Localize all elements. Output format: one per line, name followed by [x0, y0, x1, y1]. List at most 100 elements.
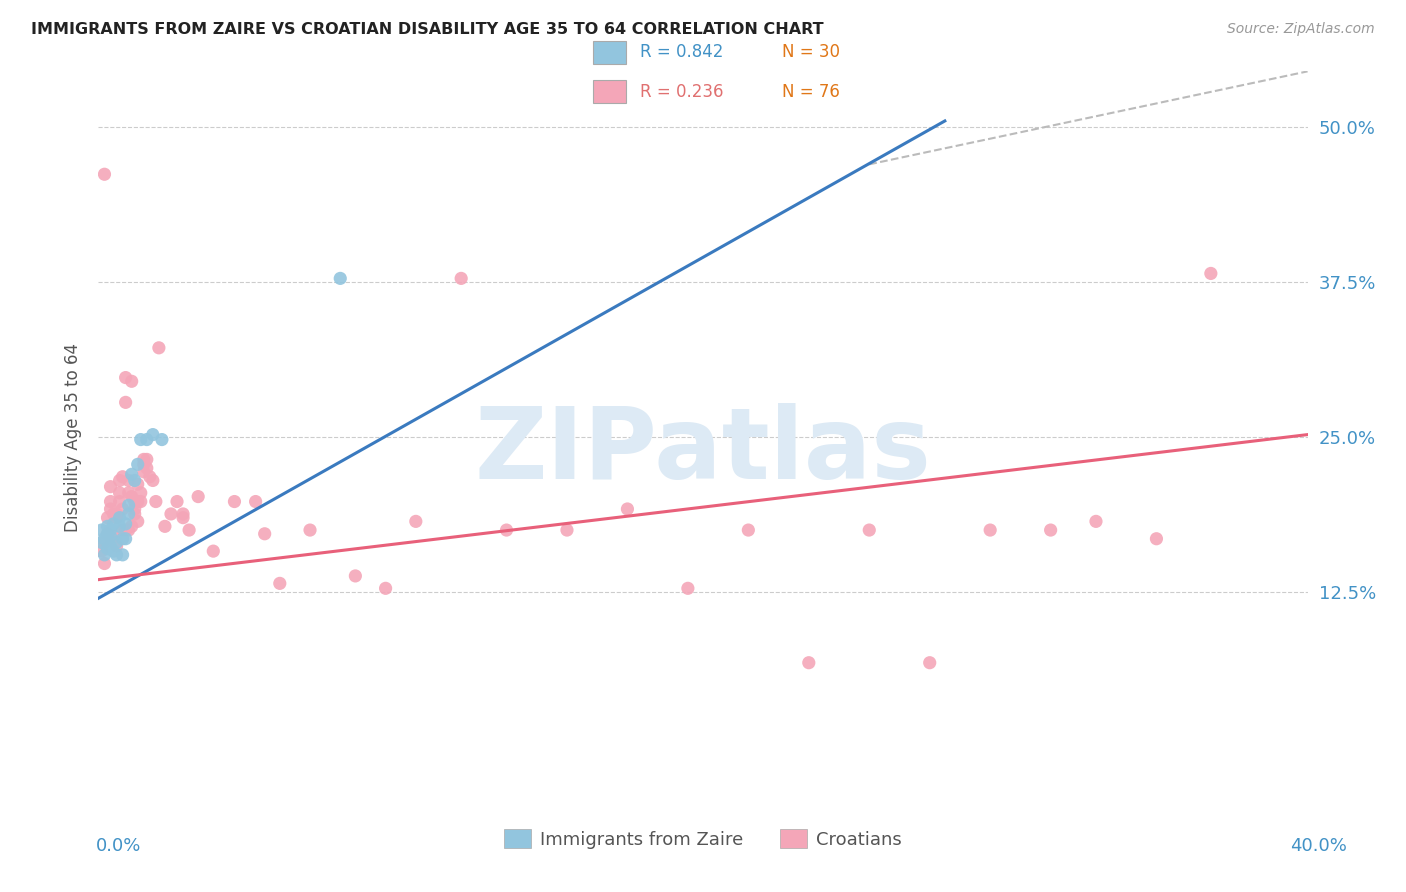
Point: [127, 494, 149, 508]
Point: [105, 548, 128, 562]
Point: [132, 452, 155, 467]
Point: [127, 458, 149, 472]
Point: [105, 507, 128, 521]
Point: [121, 490, 143, 504]
Point: [253, 526, 276, 541]
Point: [1199, 267, 1222, 281]
Point: [135, 433, 157, 447]
Point: [103, 529, 125, 543]
Text: R = 0.236: R = 0.236: [640, 83, 723, 101]
Point: [114, 532, 136, 546]
Point: [124, 494, 146, 508]
Point: [108, 494, 131, 508]
Point: [100, 494, 122, 508]
Point: [124, 474, 146, 488]
Point: [111, 523, 134, 537]
Point: [918, 656, 941, 670]
Point: [93, 167, 115, 181]
Point: [108, 486, 131, 500]
Point: [114, 516, 136, 531]
Point: [405, 515, 427, 529]
Point: [93, 557, 115, 571]
Point: [103, 544, 125, 558]
Point: [202, 544, 225, 558]
Point: [224, 494, 246, 508]
Text: 40.0%: 40.0%: [1291, 837, 1347, 855]
Point: [111, 532, 134, 546]
Point: [103, 516, 125, 531]
Point: [105, 535, 128, 549]
Point: [103, 507, 125, 521]
Point: [111, 469, 134, 483]
Point: [118, 523, 141, 537]
Point: [127, 515, 149, 529]
Point: [269, 576, 291, 591]
Point: [100, 502, 122, 516]
Point: [100, 523, 122, 537]
Point: [90, 523, 112, 537]
Point: [135, 452, 157, 467]
Point: [1085, 515, 1108, 529]
Point: [124, 507, 146, 521]
Point: [172, 510, 194, 524]
Point: [132, 458, 155, 472]
Point: [96, 541, 118, 556]
Point: [96, 519, 118, 533]
Point: [108, 510, 131, 524]
Point: [1039, 523, 1062, 537]
Point: [616, 502, 638, 516]
Point: [737, 523, 759, 537]
Point: [374, 582, 396, 596]
Point: [858, 523, 880, 537]
Point: [129, 433, 152, 447]
Point: [495, 523, 517, 537]
Point: [118, 498, 141, 512]
Point: [166, 494, 188, 508]
Point: [132, 465, 155, 479]
Text: N = 30: N = 30: [782, 44, 839, 62]
Point: [299, 523, 322, 537]
Point: [148, 341, 170, 355]
Point: [111, 502, 134, 516]
Point: [124, 502, 146, 516]
Legend: Immigrants from Zaire, Croatians: Immigrants from Zaire, Croatians: [498, 822, 908, 856]
FancyBboxPatch shape: [593, 80, 627, 103]
Point: [179, 523, 201, 537]
Text: 0.0%: 0.0%: [96, 837, 141, 855]
Point: [114, 395, 136, 409]
Point: [135, 461, 157, 475]
Point: [93, 532, 115, 546]
Point: [100, 539, 122, 553]
Point: [153, 519, 176, 533]
Point: [90, 544, 112, 558]
Point: [111, 548, 134, 562]
Point: [93, 535, 115, 549]
Point: [344, 569, 367, 583]
Point: [160, 507, 183, 521]
Point: [96, 526, 118, 541]
Text: Source: ZipAtlas.com: Source: ZipAtlas.com: [1227, 22, 1375, 37]
Point: [96, 510, 118, 524]
FancyBboxPatch shape: [593, 41, 627, 64]
Point: [114, 523, 136, 537]
Point: [118, 507, 141, 521]
Point: [979, 523, 1001, 537]
Point: [105, 510, 128, 524]
Point: [142, 474, 165, 488]
Point: [105, 539, 128, 553]
Point: [129, 494, 152, 508]
Point: [145, 494, 167, 508]
Point: [100, 529, 122, 543]
Point: [100, 480, 122, 494]
Point: [797, 656, 820, 670]
Point: [245, 494, 267, 508]
Point: [121, 519, 143, 533]
Point: [108, 474, 131, 488]
Point: [93, 548, 115, 562]
Point: [555, 523, 578, 537]
Point: [118, 486, 141, 500]
Point: [96, 526, 118, 541]
Point: [114, 370, 136, 384]
Point: [450, 271, 472, 285]
Point: [187, 490, 209, 504]
